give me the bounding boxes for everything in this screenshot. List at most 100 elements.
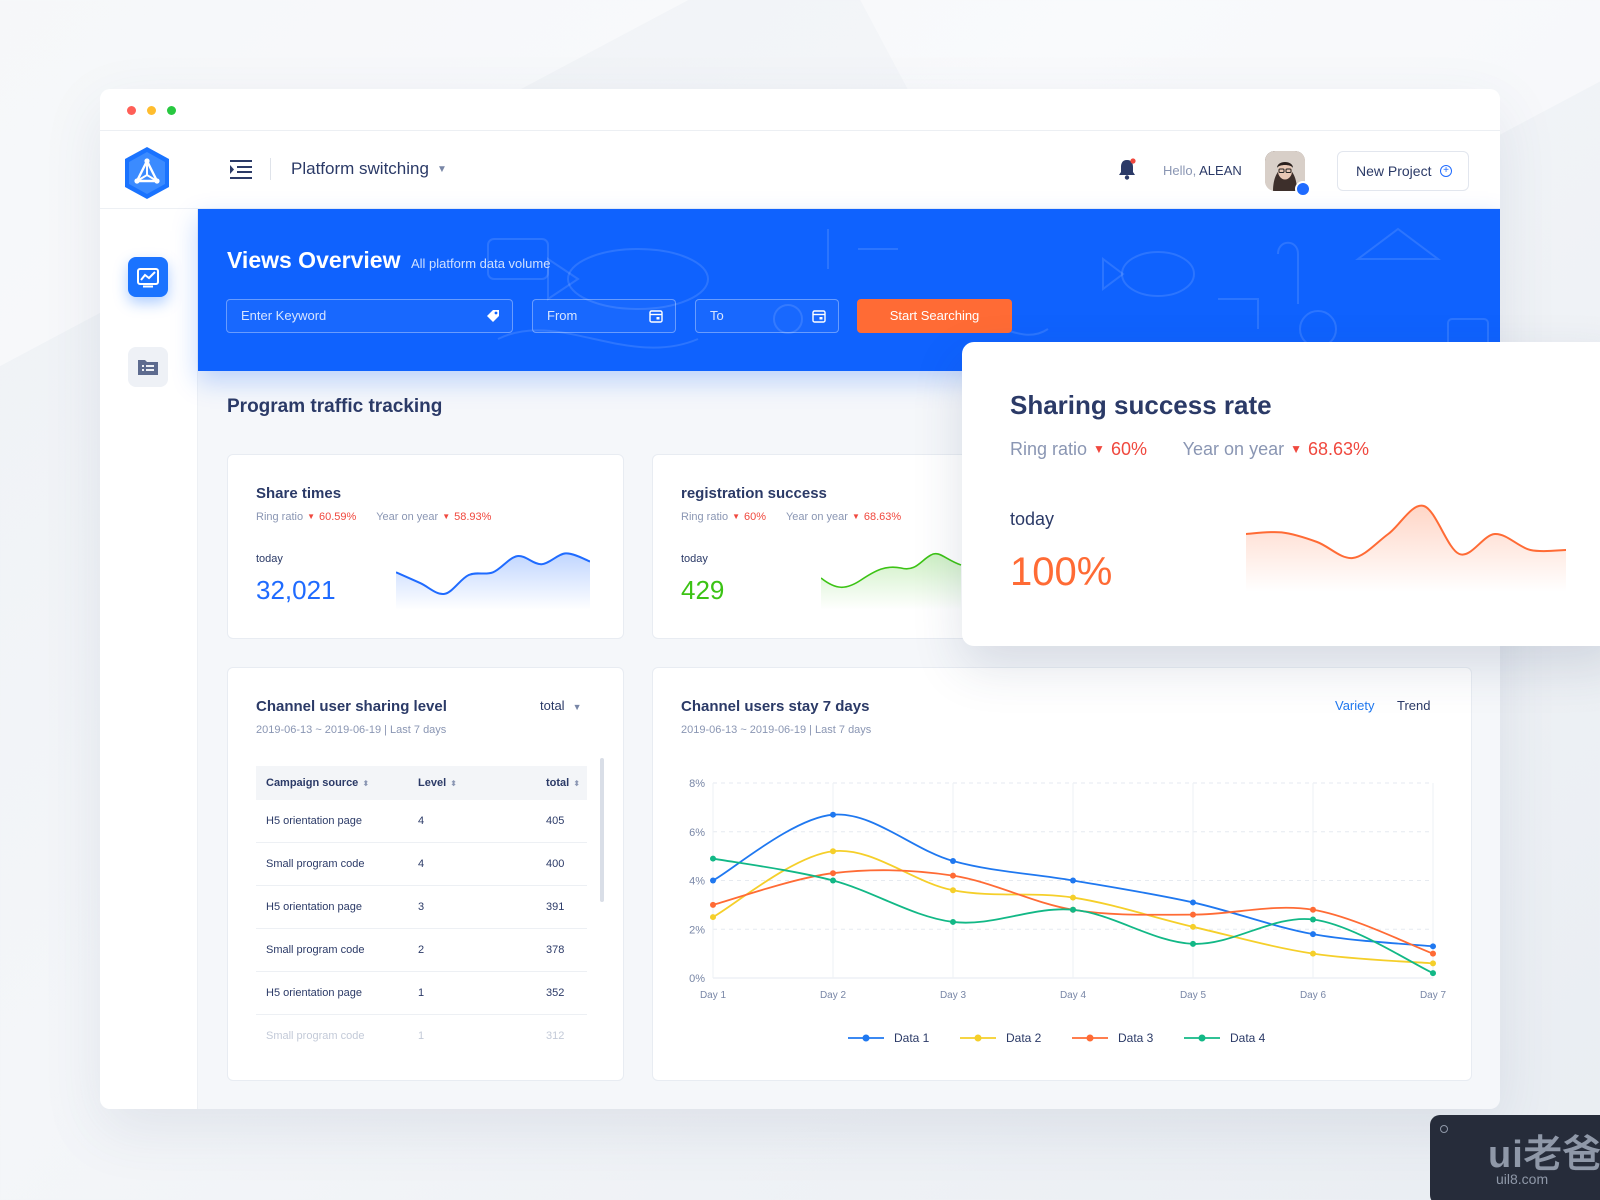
platform-switch-dropdown[interactable]: Platform switching ▼	[291, 159, 447, 179]
data-point	[1430, 943, 1436, 950]
ring-ratio-label: Ring ratio	[681, 511, 729, 523]
variety-tab[interactable]: Variety	[1335, 698, 1375, 713]
platform-switch-label: Platform switching	[291, 159, 429, 178]
table-row[interactable]: Small program code 4 400	[256, 843, 587, 886]
to-date-input[interactable]: To	[695, 299, 839, 333]
data-point	[710, 855, 716, 862]
down-triangle-icon: ▼	[1093, 442, 1105, 456]
data-point	[1070, 894, 1076, 901]
header-divider	[270, 158, 271, 180]
data-point	[830, 870, 836, 877]
data-point	[950, 858, 956, 864]
sparkline-area	[396, 553, 590, 610]
table-row[interactable]: Small program code 2 378	[256, 929, 587, 972]
table-row[interactable]: Small program code 1 312	[256, 1015, 587, 1058]
table-scrollbar[interactable]	[600, 758, 604, 902]
column-header-level[interactable]: Level ⬍	[418, 766, 457, 801]
cell-level: 3	[418, 901, 425, 913]
data-point	[1190, 899, 1196, 906]
down-triangle-icon: ▼	[442, 512, 451, 521]
data-point	[950, 887, 956, 894]
x-tick-label: Day 2	[820, 990, 847, 1001]
y-tick-label: 4%	[689, 876, 705, 888]
data-point	[1430, 970, 1436, 977]
plus-circle-icon: +	[1440, 165, 1452, 177]
table-row[interactable]: H5 orientation page 1 352	[256, 972, 587, 1015]
ring-ratio-label: Ring ratio	[1010, 439, 1088, 459]
cell-total: 312	[546, 1030, 565, 1042]
close-window-button[interactable]	[127, 106, 136, 115]
card-title: Channel users stay 7 days	[681, 698, 870, 715]
column-header-campaign-source[interactable]: Campaign source ⬍	[266, 766, 369, 801]
cell-level: 1	[418, 1030, 425, 1042]
trend-tab[interactable]: Trend	[1397, 698, 1431, 713]
y-tick-label: 8%	[689, 778, 705, 790]
app-logo-icon[interactable]	[122, 145, 172, 201]
cell-total: 352	[546, 987, 565, 999]
sparkline-line	[396, 552, 590, 595]
cell-source: Small program code	[266, 1030, 365, 1042]
sort-icon: ⬍	[573, 779, 580, 788]
table-row[interactable]: H5 orientation page 3 391	[256, 886, 587, 929]
new-project-button[interactable]: New Project +	[1337, 151, 1469, 191]
channel-sharing-level-card: Channel user sharing level total ▼ 2019-0…	[227, 667, 624, 1081]
x-tick-label: Day 7	[1420, 990, 1447, 1001]
cell-source: Small program code	[266, 858, 365, 870]
cell-level: 4	[418, 858, 425, 870]
registration-sparkline	[821, 552, 962, 610]
ring-ratio-label: Ring ratio	[256, 511, 304, 523]
legend-marker	[862, 1034, 870, 1042]
keyword-placeholder: Enter Keyword	[241, 308, 327, 323]
year-on-year-label: Year on year	[1182, 439, 1285, 459]
today-label: today	[1010, 509, 1055, 529]
cell-source: Small program code	[266, 944, 365, 956]
sidebar	[100, 209, 198, 1109]
maximize-window-button[interactable]	[167, 106, 176, 115]
success-rate-value: 100%	[1010, 550, 1113, 594]
section-title: Program traffic tracking	[227, 396, 443, 417]
minimize-window-button[interactable]	[147, 106, 156, 115]
ring-ratio-value: 60%	[744, 511, 767, 523]
watermark-url: uil8.com	[1496, 1171, 1549, 1187]
start-searching-button[interactable]: Start Searching	[857, 299, 1012, 333]
sharing-success-rate-card: Sharing success rate Ring ratio ▼ 60% Year…	[962, 342, 1600, 646]
data-point	[830, 877, 836, 884]
down-triangle-icon: ▼	[732, 512, 740, 521]
sidebar-item-reports[interactable]	[128, 347, 168, 387]
chevron-down-icon: ▼	[572, 702, 582, 712]
verified-badge-icon	[1295, 181, 1311, 197]
ratio-row: Ring ratio ▼ 60% Year on year ▼ 68.63%	[681, 511, 901, 523]
card-title: Channel user sharing level	[256, 698, 447, 715]
data-point	[710, 877, 716, 884]
channel-users-stay-card: Channel users stay 7 days Variety Trend …	[652, 667, 1472, 1081]
sidebar-item-dashboard[interactable]	[128, 257, 168, 297]
notification-bell-icon[interactable]	[1116, 157, 1138, 181]
cell-level: 4	[418, 815, 425, 827]
menu-toggle-icon[interactable]	[228, 156, 254, 182]
cell-total: 405	[546, 815, 565, 827]
user-name: ALEAN	[1199, 163, 1242, 178]
total-dropdown[interactable]: total ▼	[540, 698, 582, 713]
data-point	[1310, 950, 1316, 957]
column-header-total[interactable]: total ⬍	[546, 766, 580, 801]
share-times-card: Share times Ring ratio ▼ 60.59% Year on ye…	[227, 454, 624, 639]
page-title: Views Overview	[227, 247, 401, 273]
data-point	[950, 918, 956, 925]
data-point	[1310, 916, 1316, 923]
card-title: Sharing success rate	[1010, 390, 1272, 420]
table-row[interactable]: H5 orientation page 4 405	[256, 800, 587, 843]
data-point	[1190, 923, 1196, 930]
from-placeholder: From	[547, 308, 578, 323]
legend-label: Data 4	[1230, 1031, 1266, 1045]
down-triangle-icon: ▼	[1290, 442, 1302, 456]
data-point	[1310, 906, 1316, 913]
ratio-row: Ring ratio ▼ 60% Year on year ▼ 68.63%	[1010, 439, 1369, 460]
cell-total: 400	[546, 858, 565, 870]
keyword-search-input[interactable]: Enter Keyword	[226, 299, 513, 333]
x-tick-label: Day 5	[1180, 990, 1207, 1001]
from-date-input[interactable]: From	[532, 299, 676, 333]
ratio-row: Ring ratio ▼ 60.59% Year on year ▼ 58.93%	[256, 511, 491, 523]
x-tick-label: Day 6	[1300, 990, 1327, 1001]
avatar[interactable]	[1265, 151, 1311, 197]
cell-source: H5 orientation page	[266, 815, 363, 827]
